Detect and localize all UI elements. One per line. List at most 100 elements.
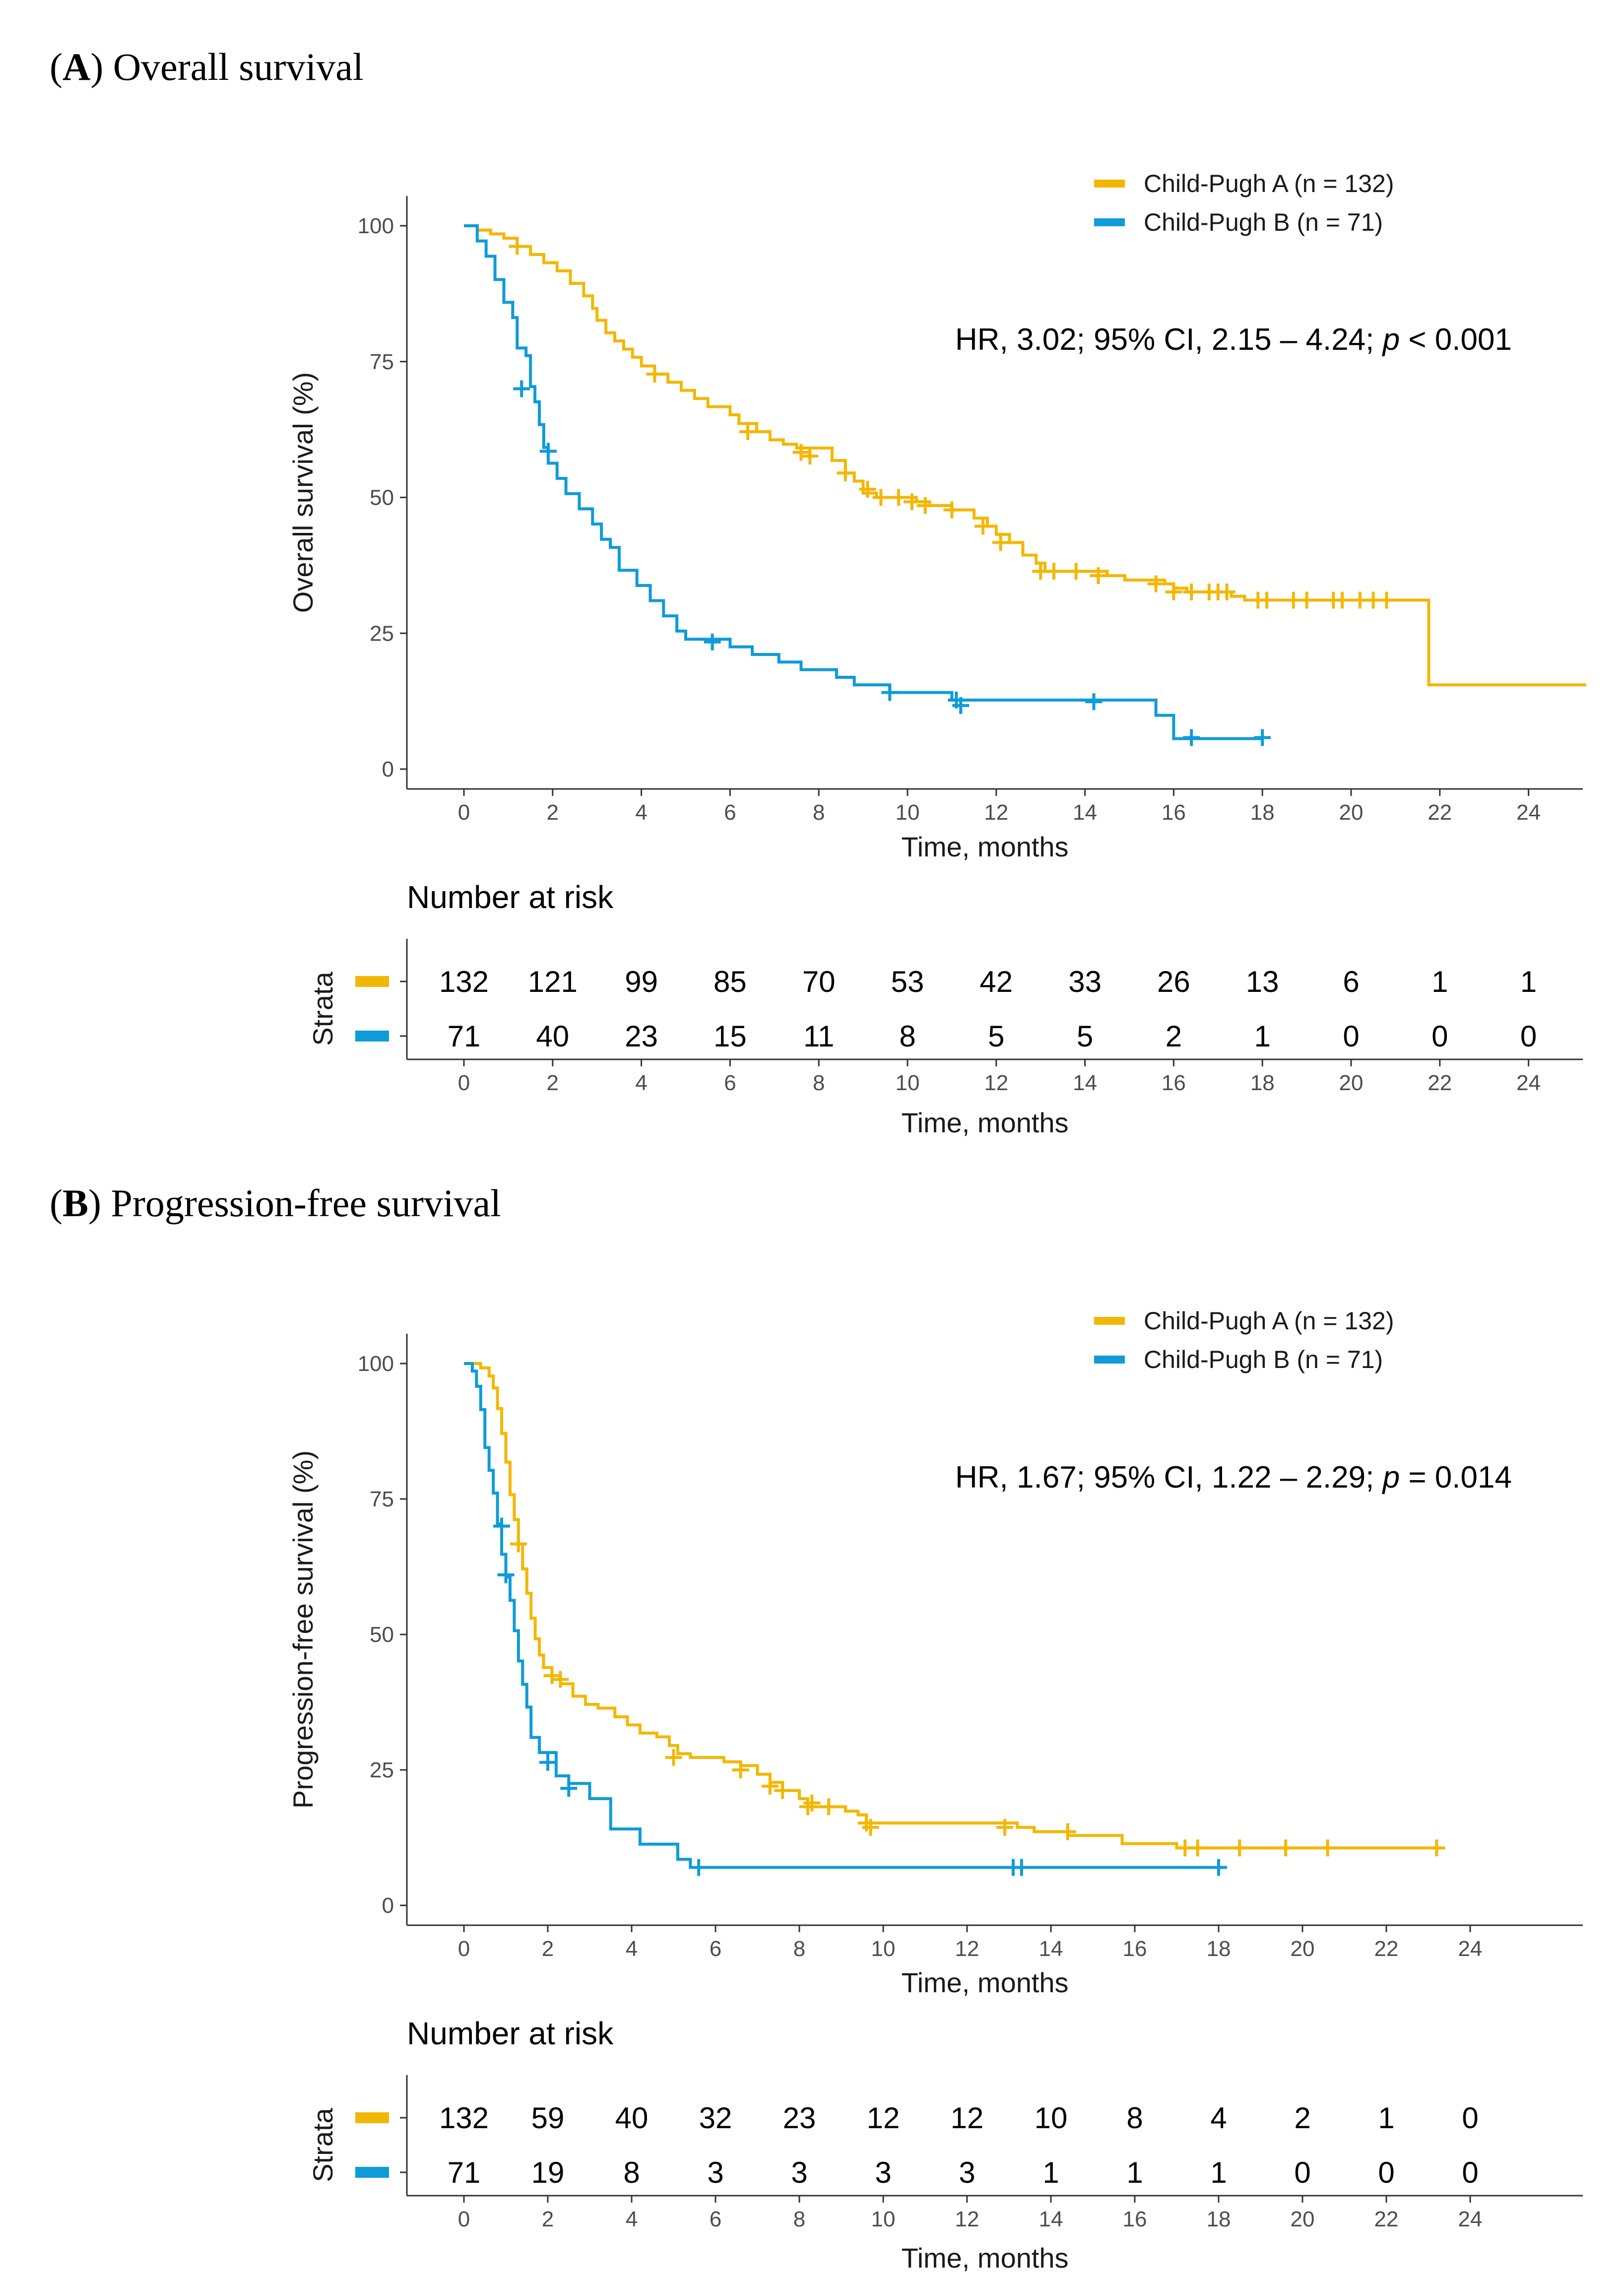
x-tick-label: 22: [1374, 1937, 1399, 1961]
survival-curve-child-pugh-a: [464, 224, 1586, 687]
panel-a-heading: (A) Overall survival: [50, 45, 364, 88]
risk-count: 85: [714, 965, 747, 998]
risk-x-tick-label: 14: [1039, 2207, 1063, 2231]
hazard-ratio-annotation: HR, 1.67; 95% CI, 1.22 – 2.29; p = 0.014: [955, 1460, 1512, 1495]
censor-mark-child-pugh-a: [799, 1798, 816, 1816]
y-axis-title: Overall survival (%): [287, 372, 319, 613]
risk-x-tick-label: 18: [1250, 1071, 1275, 1095]
risk-count: 1: [1126, 2156, 1143, 2189]
y-axis-title: Progression-free survival (%): [287, 1450, 319, 1809]
risk-count: 71: [448, 2156, 481, 2189]
risk-x-tick-label: 0: [458, 2207, 470, 2231]
risk-x-tick-label: 18: [1207, 2207, 1231, 2231]
censor-mark-child-pugh-a: [1428, 1839, 1445, 1857]
censor-mark-child-pugh-b: [952, 697, 970, 714]
risk-x-tick-label: 4: [626, 2207, 638, 2231]
risk-count: 32: [699, 2101, 732, 2135]
censor-mark-child-pugh-a: [872, 489, 890, 506]
risk-count: 8: [899, 1020, 915, 1053]
risk-x-tick-label: 6: [710, 2207, 721, 2231]
x-tick-label: 18: [1250, 800, 1275, 825]
risk-count: 40: [615, 2101, 649, 2135]
risk-count: 0: [1378, 2156, 1394, 2189]
x-tick-label: 18: [1207, 1937, 1231, 1961]
panel-a-title: Overall survival: [113, 45, 364, 88]
risk-count: 33: [1068, 965, 1102, 998]
censor-mark-child-pugh-a: [792, 444, 810, 461]
risk-count: 26: [1157, 965, 1190, 998]
risk-x-tick-label: 6: [724, 1071, 736, 1095]
censor-mark-child-pugh-a: [992, 534, 1009, 551]
censor-mark-child-pugh-b: [539, 1754, 556, 1771]
risk-x-tick-label: 20: [1339, 1071, 1364, 1095]
censor-mark-child-pugh-a: [801, 448, 819, 465]
censor-mark-child-pugh-a: [1218, 584, 1235, 601]
x-axis-title: Time, months: [901, 1967, 1068, 1998]
x-tick-label: 10: [871, 1937, 896, 1961]
x-tick-label: 8: [793, 1937, 805, 1961]
censor-mark-child-pugh-a: [665, 1749, 682, 1766]
x-tick-label: 24: [1458, 1937, 1483, 1961]
risk-count: 1: [1042, 2156, 1059, 2189]
risk-count: 2: [1166, 1020, 1182, 1053]
censor-mark-child-pugh-a: [943, 501, 961, 519]
risk-count: 6: [1343, 965, 1359, 998]
legend-label: Child-Pugh B (n = 71): [1144, 208, 1383, 236]
censor-mark-child-pugh-b: [539, 443, 557, 460]
risk-count: 42: [979, 965, 1013, 998]
risk-count: 15: [714, 1020, 747, 1053]
risk-x-tick-label: 12: [955, 2207, 979, 2231]
censor-mark-child-pugh-a: [916, 497, 934, 514]
risk-x-tick-label: 14: [1073, 1071, 1097, 1095]
risk-count: 11: [803, 1020, 834, 1053]
risk-count: 12: [951, 2101, 984, 2135]
x-tick-label: 16: [1162, 800, 1186, 825]
risk-count: 5: [1077, 1020, 1093, 1053]
risk-count: 71: [448, 1020, 481, 1053]
censor-mark-child-pugh-b: [493, 1517, 511, 1535]
strata-label: Strata: [307, 2107, 338, 2182]
censor-mark-child-pugh-a: [996, 1819, 1014, 1836]
y-tick-label: 75: [370, 350, 394, 374]
x-tick-label: 20: [1291, 1937, 1315, 1961]
risk-count: 99: [625, 965, 658, 998]
risk-x-tick-label: 16: [1123, 2207, 1147, 2231]
x-tick-label: 0: [458, 800, 470, 825]
risk-count: 0: [1343, 1020, 1359, 1053]
annotation-prefix: HR, 1.67; 95% CI, 1.22 – 2.29;: [955, 1460, 1383, 1495]
risk-count: 53: [891, 965, 924, 998]
survival-curve-child-pugh-b: [464, 1362, 1219, 1869]
risk-count: 0: [1462, 2101, 1478, 2135]
censor-mark-child-pugh-a: [890, 489, 908, 506]
hazard-ratio-annotation: HR, 3.02; 95% CI, 2.15 – 4.24; p < 0.001: [955, 323, 1512, 357]
censor-mark-child-pugh-b: [1183, 729, 1200, 746]
x-tick-label: 2: [542, 1937, 554, 1961]
censor-mark-child-pugh-a: [774, 1782, 791, 1799]
risk-count: 3: [707, 2156, 723, 2189]
legend-label: Child-Pugh A (n = 132): [1144, 1307, 1394, 1335]
censor-mark-child-pugh-a: [732, 1761, 749, 1778]
censor-mark-child-pugh-a: [1045, 563, 1063, 580]
y-tick-label: 0: [382, 1893, 394, 1918]
risk-x-tick-label: 0: [458, 1071, 470, 1095]
panel-b-heading: (B) Progression-free survival: [50, 1181, 501, 1225]
x-tick-label: 20: [1339, 800, 1364, 825]
x-tick-label: 24: [1516, 800, 1541, 825]
risk-count: 23: [625, 1020, 658, 1053]
censor-mark-child-pugh-b: [497, 1566, 515, 1583]
censor-mark-child-pugh-a: [974, 518, 991, 535]
y-tick-label: 100: [358, 1352, 394, 1376]
censor-mark-child-pugh-b: [1013, 1859, 1030, 1876]
annotation-p-symbol: p: [1382, 1460, 1400, 1495]
risk-count: 23: [783, 2101, 816, 2135]
risk-count: 1: [1520, 965, 1537, 998]
censor-mark-child-pugh-a: [1258, 591, 1276, 609]
risk-x-tick-label: 22: [1428, 1071, 1452, 1095]
risk-count: 19: [531, 2156, 565, 2189]
risk-count: 4: [1210, 2101, 1227, 2135]
risk-x-tick-label: 8: [813, 1071, 825, 1095]
